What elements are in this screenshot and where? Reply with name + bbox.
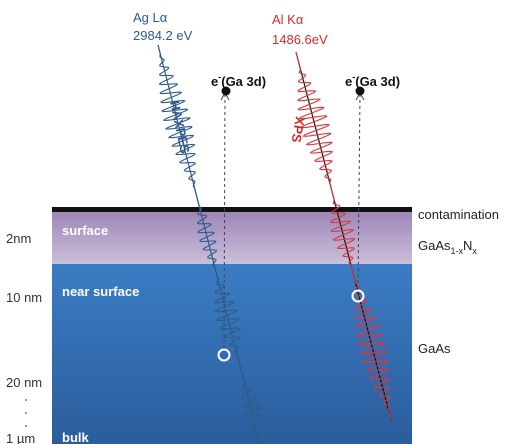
beam-source: Ag Lα	[133, 10, 168, 25]
material-label: GaAs1-xNx	[418, 238, 477, 256]
technique-label: HAXPES	[167, 100, 193, 156]
depth-label: 10 nm	[6, 290, 42, 305]
ellipsis-dot	[25, 399, 27, 401]
formula-sub: x	[472, 246, 477, 256]
depth-label: 1 µm	[6, 431, 35, 444]
contamination-layer	[52, 207, 412, 212]
layer-label: surface	[62, 223, 108, 238]
layer-label: near surface	[62, 284, 139, 299]
electron-dot	[356, 87, 365, 96]
ellipsis-dot	[25, 425, 27, 427]
layer-label: bulk	[62, 430, 89, 444]
formula-part: GaAs	[418, 238, 451, 253]
ellipsis-dot	[25, 412, 27, 414]
depth-label: 20 nm	[6, 375, 42, 390]
electron-dot	[222, 87, 231, 96]
electron-label: e-(Ga 3d)	[211, 72, 266, 89]
diagram: surface near surface bulk 2nm 10 nm 20 n…	[0, 0, 520, 444]
electron-label: e-(Ga 3d)	[345, 72, 400, 89]
electron-orbital: (Ga 3d)	[221, 74, 266, 89]
beam-source: Al Kα	[272, 12, 304, 27]
beam-energy: 2984.2 eV	[133, 28, 193, 43]
formula-sub: 1-x	[451, 246, 464, 256]
depth-label: 2nm	[6, 231, 31, 246]
electron-symbol: e	[345, 74, 352, 89]
electron-orbital: (Ga 3d)	[355, 74, 400, 89]
technique-label: XPS	[288, 115, 307, 144]
material-label: GaAs	[418, 341, 451, 356]
formula-part: N	[463, 238, 472, 253]
material-label: contamination	[418, 207, 499, 222]
electron-symbol: e	[211, 74, 218, 89]
beam-energy: 1486.6eV	[272, 32, 328, 47]
